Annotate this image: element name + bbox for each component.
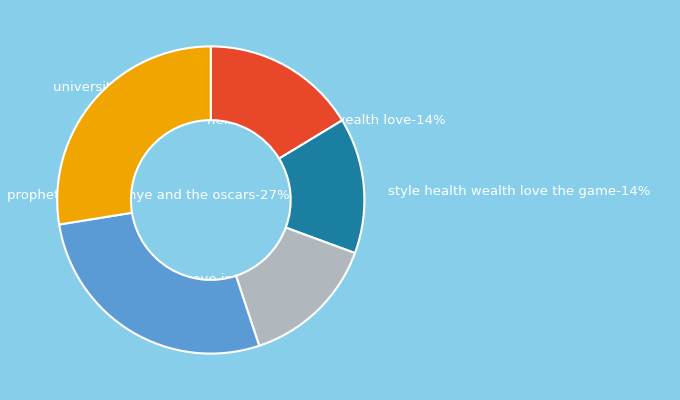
Wedge shape bbox=[211, 46, 342, 158]
Text: campuseye.in-27%: campuseye.in-27% bbox=[140, 274, 268, 286]
Text: prophet elvis mbonye and the oscars-27%: prophet elvis mbonye and the oscars-27% bbox=[7, 190, 290, 202]
Text: neil strauss health wealth love-14%: neil strauss health wealth love-14% bbox=[207, 114, 445, 126]
Text: university drop out lynda ddane-16%: university drop out lynda ddane-16% bbox=[52, 82, 301, 94]
Wedge shape bbox=[57, 46, 211, 224]
Wedge shape bbox=[279, 120, 364, 253]
Wedge shape bbox=[59, 213, 259, 354]
Wedge shape bbox=[236, 228, 355, 346]
Text: style health wealth love the game-14%: style health wealth love the game-14% bbox=[388, 186, 650, 198]
